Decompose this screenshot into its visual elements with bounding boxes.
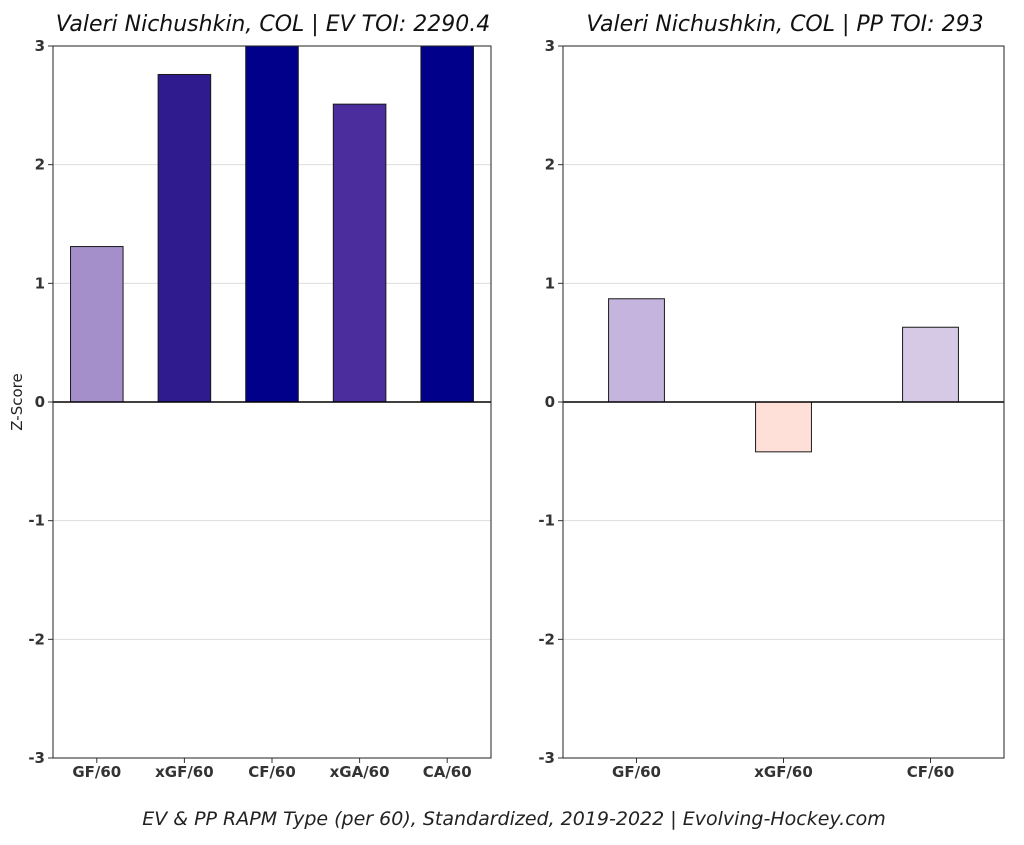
- y-tick-label: -3: [538, 749, 555, 767]
- y-tick-label: 1: [35, 274, 45, 292]
- bar-xga-60: [332, 103, 387, 403]
- chart-caption: EV & PP RAPM Type (per 60), Standardized…: [142, 808, 886, 830]
- x-tick-label: xGA/60: [330, 763, 390, 781]
- y-tick-label: 1: [545, 274, 555, 292]
- bar-gf-60: [70, 246, 124, 403]
- y-tick-label: 0: [35, 393, 45, 411]
- x-tick-label: xGF/60: [754, 763, 813, 781]
- y-axis-label: Z-Score: [8, 373, 26, 430]
- x-tick-label: CA/60: [423, 763, 472, 781]
- y-tick-label: 0: [545, 393, 555, 411]
- plot-frame: [562, 45, 1005, 759]
- pp-panel: Valeri Nichushkin, COL | PP TOI: 293 -3 -2…: [538, 12, 1005, 781]
- x-tick-label: GF/60: [612, 763, 661, 781]
- y-tick-label: -3: [28, 749, 45, 767]
- x-tick-label: GF/60: [72, 763, 121, 781]
- bar-xgf-60: [157, 73, 212, 403]
- y-tick-label: -2: [538, 630, 555, 648]
- x-tick-label: xGF/60: [155, 763, 214, 781]
- x-tick-label: CF/60: [248, 763, 296, 781]
- chart-title: Valeri Nichushkin, COL | PP TOI: 293: [586, 12, 983, 37]
- bar-ca-60: [420, 45, 474, 403]
- y-tick-label: 2: [545, 156, 555, 174]
- plot-frame: [52, 45, 492, 759]
- ev-panel: Valeri Nichushkin, COL | EV TOI: 2290.4 -…: [8, 12, 492, 781]
- bar-cf-60: [245, 45, 299, 403]
- bar-xgf-60: [755, 401, 812, 453]
- y-tick-label: -2: [28, 630, 45, 648]
- x-tick-label: CF/60: [907, 763, 955, 781]
- y-tick-label: -1: [28, 512, 45, 530]
- y-tick-label: 3: [35, 37, 45, 55]
- chart-title: Valeri Nichushkin, COL | EV TOI: 2290.4: [56, 12, 491, 37]
- y-tick-label: -1: [538, 512, 555, 530]
- y-tick-label: 2: [35, 156, 45, 174]
- bar-cf-60: [902, 326, 959, 403]
- y-tick-label: 3: [545, 37, 555, 55]
- bar-gf-60: [608, 298, 665, 403]
